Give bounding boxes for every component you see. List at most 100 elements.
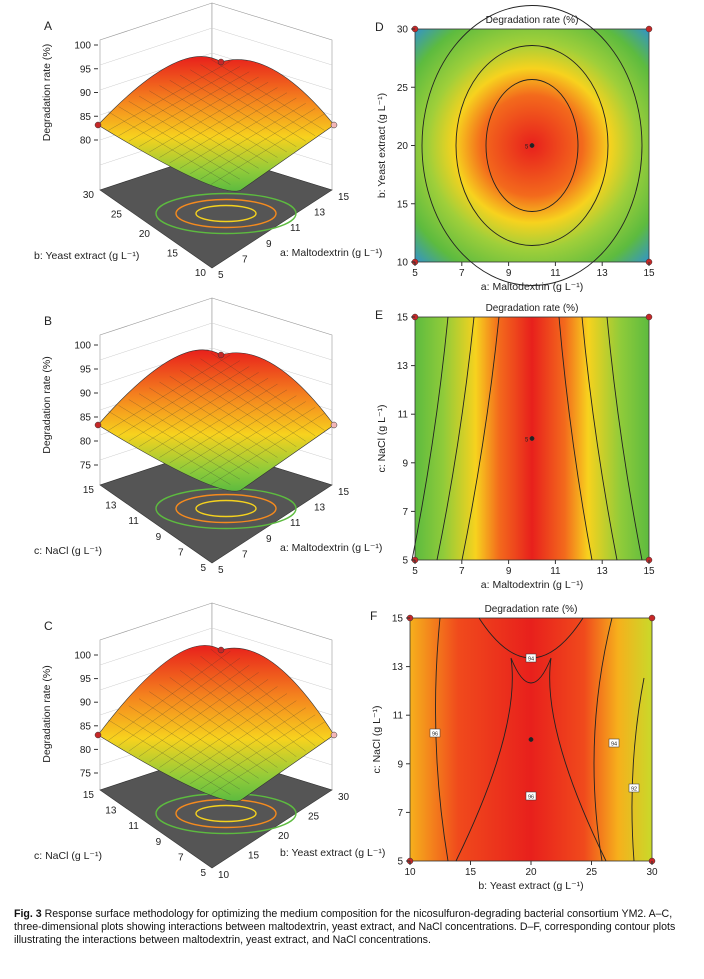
x-tick-label: 20 [525, 867, 537, 878]
y-axis-label: b: Yeast extract (g L⁻¹) [376, 93, 388, 198]
surface-meshline [149, 90, 269, 164]
caption-label: Fig. 3 [14, 908, 42, 920]
panel-letter: A [44, 19, 52, 33]
design-point [528, 737, 534, 742]
surface-meshline [149, 679, 269, 763]
contour-line-1 [461, 316, 500, 561]
z-tick-label: 90 [80, 389, 92, 400]
z-tick-label: 95 [80, 674, 92, 685]
contour-line-middle [455, 657, 607, 862]
panel-letter: C [44, 619, 53, 633]
z-axis-label: Degradation rate (%) [41, 44, 53, 141]
surface-meshline [108, 650, 231, 741]
z-axis-label: Degradation rate (%) [41, 356, 53, 453]
wall-gridline [211, 322, 333, 361]
z-tick-label: 75 [80, 769, 92, 780]
surface-meshline [138, 698, 259, 779]
y-tick-label: 11 [128, 821, 139, 832]
surface-meshline [128, 665, 250, 752]
y-axis-label: b: Yeast extract (g L⁻¹) [34, 250, 139, 262]
surface-meshline [159, 85, 278, 158]
z-tick-label: 100 [74, 651, 91, 662]
y-tick-label: 7 [397, 808, 403, 819]
surface-meshline [190, 707, 306, 784]
figure-caption: Fig. 3 Response surface methodology for … [14, 908, 694, 947]
surface-meshline [210, 59, 325, 131]
wall-gridline [211, 627, 333, 666]
x-tick-label: 13 [314, 208, 326, 219]
y-tick-label: 13 [105, 806, 117, 817]
y-tick-label: 20 [397, 141, 409, 152]
design-point [529, 436, 535, 441]
y-tick-label: 30 [397, 25, 409, 36]
x-tick-label: 9 [266, 534, 272, 545]
contour-line-3 [411, 316, 449, 561]
surface-meshline [149, 387, 269, 464]
z-tick-label: 100 [74, 341, 91, 352]
surface-meshline [200, 358, 316, 436]
x-tick-label: 5 [218, 565, 224, 576]
floor-contour [175, 493, 277, 524]
y-tick-label: 11 [393, 711, 404, 722]
surface-meshline [118, 658, 240, 746]
surface-meshline [179, 395, 297, 469]
design-point [94, 731, 102, 739]
y-tick-label: 9 [156, 532, 162, 543]
contour-line-5 [581, 316, 618, 561]
contour-line-2 [436, 316, 475, 561]
contour-lines [435, 617, 645, 862]
contour-plot-e: E Degradation rate (%)55 7 9 11 13 15579111315… [375, 303, 655, 591]
design-point [217, 646, 225, 654]
design-point [645, 25, 653, 33]
y-tick-label: 13 [392, 662, 404, 673]
surface-meshline [179, 670, 297, 757]
design-point [330, 121, 338, 129]
y-tick-label: 15 [83, 485, 95, 496]
contour-line-2 [455, 45, 609, 246]
surface-meshline [138, 95, 259, 169]
x-tick-label: 15 [465, 867, 477, 878]
y-tick-label: 7 [178, 547, 184, 558]
contour-line-right [593, 617, 613, 862]
x-tick-label: 15 [338, 192, 350, 203]
x-axis-label: a: Maltodextrin (g L⁻¹) [280, 247, 382, 259]
floor-contour [195, 204, 257, 223]
z-tick-label: 95 [80, 64, 92, 75]
y-axis-label: c: NaCl (g L⁻¹) [371, 706, 383, 774]
x-tick-label: 7 [459, 566, 465, 577]
surface-meshline [169, 92, 288, 164]
y-tick-label: 10 [397, 258, 409, 269]
y-tick-label: 30 [83, 190, 95, 201]
x-tick-label: 15 [643, 268, 655, 279]
y-axis-label: c: NaCl (g L⁻¹) [376, 405, 388, 473]
contour-line-left [435, 617, 449, 862]
surface-meshline [118, 360, 240, 436]
wall-gridline [99, 27, 213, 66]
surface-meshline [118, 106, 240, 180]
contour-plot-d: D Degradation rate (%) 5 5 7 9 11 13 15 10 15 20 25 3… [375, 5, 655, 293]
surface-meshline [210, 113, 325, 185]
y-tick-label: 7 [402, 507, 408, 518]
y-tick-label: 10 [195, 268, 207, 279]
surface-meshline [108, 719, 231, 795]
surface-meshline [169, 389, 288, 464]
y-tick-label: 13 [397, 361, 409, 372]
z-axis-label: Degradation rate (%) [41, 665, 53, 762]
surface-meshline [200, 656, 316, 746]
y-tick-label: 15 [392, 614, 404, 625]
response-surface [97, 56, 335, 192]
contour-field [414, 316, 650, 561]
surface-meshline [159, 383, 278, 458]
x-tick-label: 11 [550, 566, 561, 577]
contour-plot-f: F Degradation rate (%) 94 96 96 94 92 10 15 20 25 3… [370, 604, 658, 892]
contour-line-3 [421, 5, 643, 286]
z-tick-label: 80 [80, 437, 92, 448]
surface-meshline [138, 393, 259, 469]
surface-meshline [210, 648, 325, 741]
surface-meshline [159, 87, 278, 158]
response-surface [97, 645, 335, 802]
z-tick-label: 85 [80, 721, 92, 732]
x-tick-label: 5 [412, 268, 418, 279]
surface-meshline [179, 370, 297, 447]
